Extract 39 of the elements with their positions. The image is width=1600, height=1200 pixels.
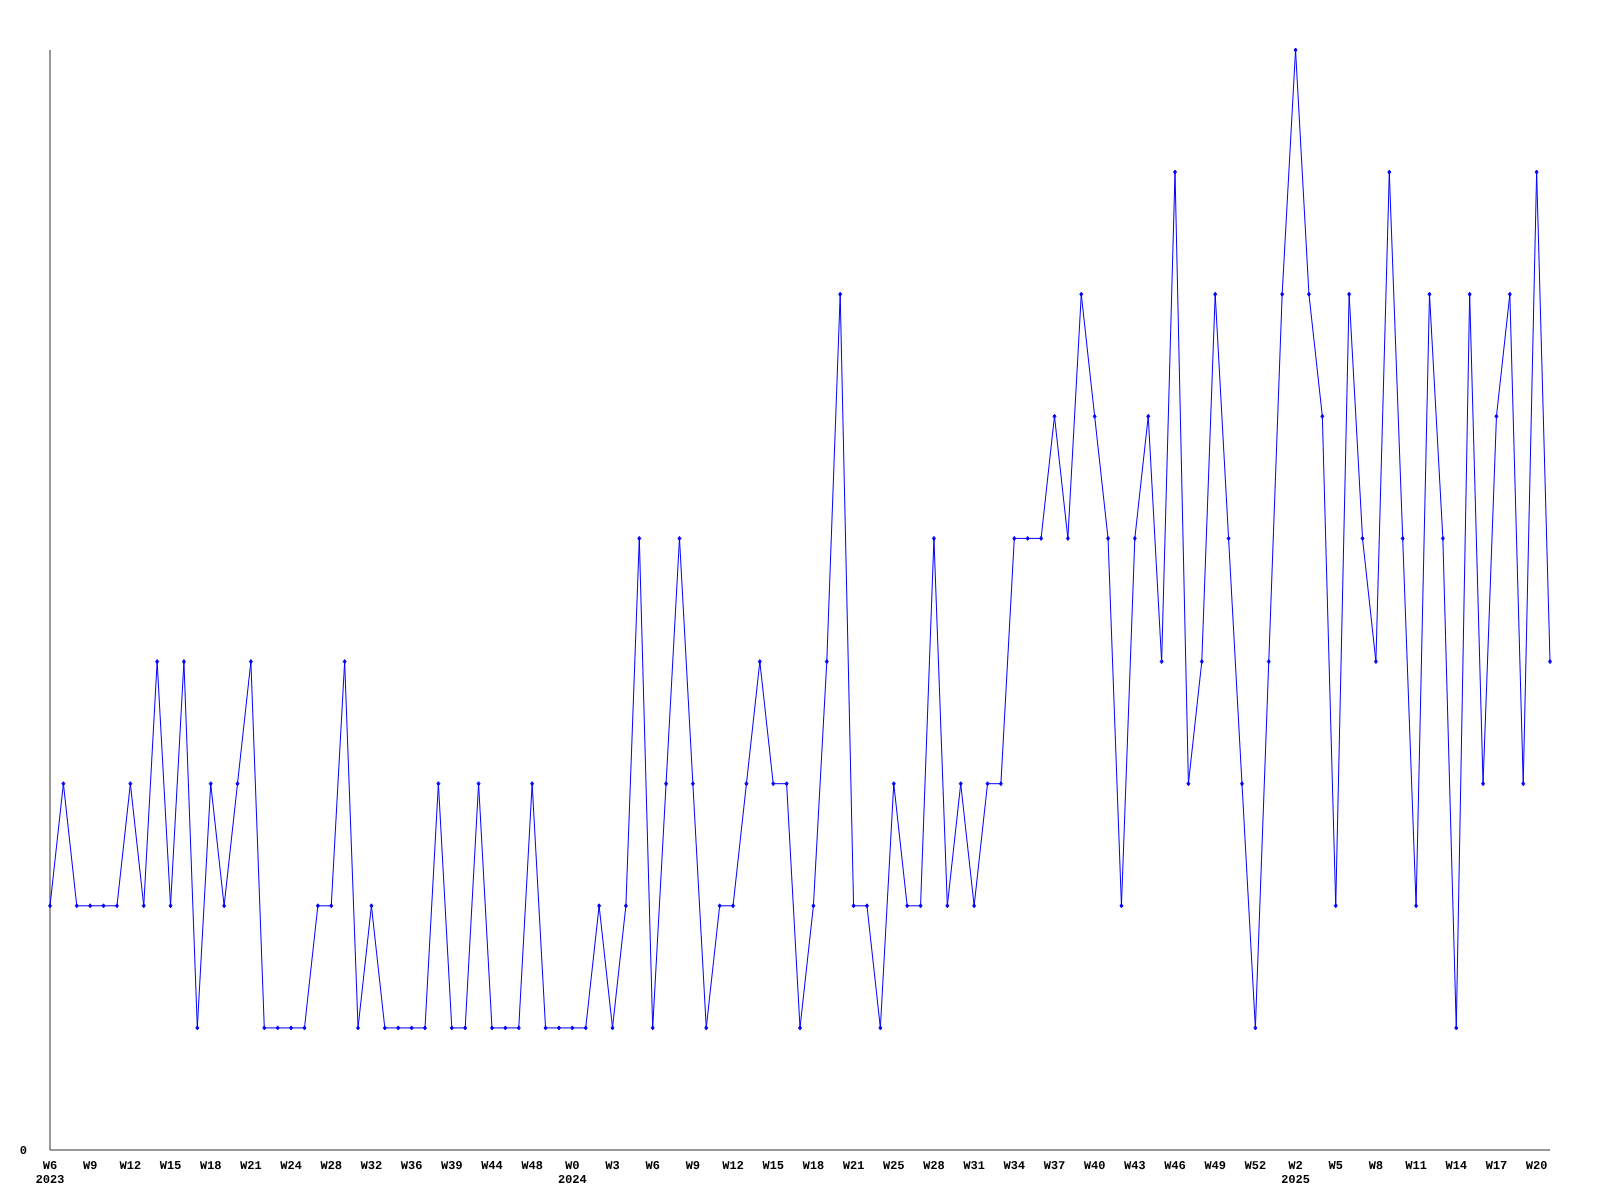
x-tick-label: W40 (1083, 1161, 1105, 1170)
x-tick-label: W24 (280, 1161, 302, 1170)
x-tick-label: W9 (83, 1161, 97, 1170)
x-tick-label: W21 (240, 1161, 262, 1170)
x-tick-label: W20 (1525, 1161, 1547, 1170)
x-tick-label: W34 (1003, 1161, 1025, 1170)
x-tick-label: W9 (685, 1161, 700, 1170)
x-tick-label: W28 (320, 1161, 342, 1170)
x-tick-label: W3 (605, 1161, 620, 1170)
x-tick-label: W6 2023 (36, 1161, 64, 1184)
x-tick-label: W32 (360, 1161, 382, 1170)
x-tick-label: W44 (481, 1161, 503, 1169)
x-tick-label: W43 (1124, 1161, 1145, 1170)
x-tick-label: W36 (400, 1161, 422, 1170)
x-tick-label: W14 (1445, 1161, 1467, 1169)
x-tick-label: W18 (199, 1161, 221, 1170)
x-tick-label: W31 (963, 1161, 985, 1170)
text: 0 (20, 1145, 27, 1155)
x-tick-label: W8 (1368, 1161, 1383, 1170)
x-tick-label: W37 (1043, 1161, 1065, 1170)
x-tick-label: W11 (1405, 1161, 1427, 1169)
x-tick-label: W15 (159, 1161, 181, 1170)
x-tick-label: W52 (1244, 1161, 1266, 1170)
x-tick-label: W48 (521, 1161, 543, 1170)
x-tick-label: W12 (722, 1161, 744, 1170)
x-tick-label: W15 (762, 1161, 784, 1170)
x-tick-label: W21 (842, 1161, 864, 1170)
x-tick-label: W0 2024 (558, 1161, 587, 1184)
x-tick-label: W5 (1328, 1161, 1343, 1170)
x-tick-label: W2 2025 (1281, 1161, 1310, 1184)
x-tick-label: W18 (802, 1161, 824, 1170)
x-tick-label: W28 (923, 1161, 945, 1170)
x-tick-label: W17 (1485, 1161, 1507, 1169)
x-tick-label: W12 (119, 1161, 141, 1170)
x-tick-label: W49 (1204, 1161, 1226, 1170)
x-tick-label: W39 (441, 1161, 462, 1170)
x-tick-label: W25 (883, 1161, 904, 1170)
x-tick-label: W46 (1164, 1161, 1186, 1170)
x-tick-label: W6 (645, 1161, 660, 1170)
